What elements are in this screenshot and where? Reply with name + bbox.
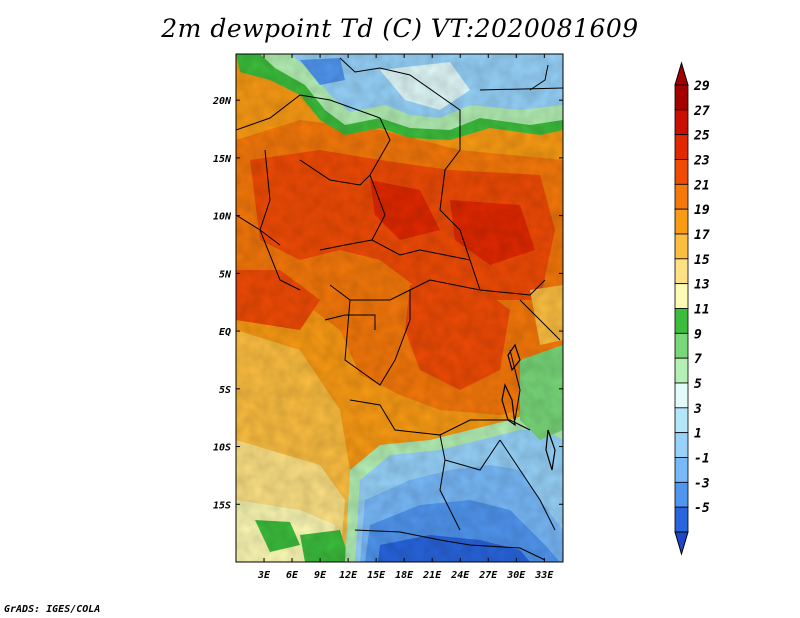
colorbar-swatch [674, 258, 689, 285]
lon-tick-label: 21E [422, 570, 442, 581]
lon-tick-label: 27E [478, 570, 498, 581]
border-8 [319, 239, 471, 261]
colorbar-swatch [674, 407, 689, 434]
colorbar-label: 23 [693, 154, 710, 169]
colorbar-swatch [674, 357, 689, 384]
colorbar-swatch [674, 332, 689, 359]
colorbar-swatch [674, 208, 689, 235]
colorbar-label: 13 [694, 278, 710, 293]
colorbar-label: 29 [693, 79, 710, 94]
border-4 [439, 149, 481, 291]
lat-tick-label: 5S [219, 385, 231, 396]
colorbar-swatch [674, 283, 689, 309]
colorbar-top-arrow [674, 61, 689, 86]
colorbar-label: 27 [693, 104, 710, 119]
border-15 [439, 459, 461, 531]
lon-tick-label: 9E [314, 570, 327, 581]
lat-tick-label: 10S [213, 443, 231, 454]
map-title: 2m dewpoint Td (C) VT:2020081609 [161, 14, 639, 43]
lake-tanganyika [501, 383, 516, 427]
border-2 [236, 94, 381, 131]
lat-tick-label: 15S [213, 500, 231, 511]
lat-tick-label: 10N [213, 212, 232, 223]
colorbar-label: 9 [694, 327, 702, 342]
country-borders [236, 57, 563, 561]
border-7 [236, 214, 301, 291]
colorbar-label: 25 [693, 129, 710, 144]
lake-victoria [507, 343, 521, 372]
colorbar-label: -1 [694, 452, 710, 467]
border-5 [299, 159, 371, 186]
lon-tick-label: 3E [257, 570, 271, 581]
colorbar-swatch [674, 183, 689, 210]
lat-tick-label: 20N [212, 96, 232, 107]
colorbar-swatch [674, 432, 689, 458]
lat-tick-label: 15N [213, 154, 232, 165]
border-1 [339, 57, 461, 150]
border-14 [354, 529, 546, 561]
grads-credit: GrADS: IGES/COLA [4, 604, 101, 615]
border-19 [529, 64, 549, 91]
colorbar-label: 11 [694, 303, 710, 318]
colorbar-label: -5 [694, 501, 710, 516]
colorbar-label: 5 [694, 377, 702, 392]
border-17 [519, 299, 561, 341]
colorbar-label: 21 [693, 178, 710, 193]
border-11 [324, 314, 376, 330]
colorbar-swatch [674, 481, 689, 508]
colorbar-swatch [674, 457, 689, 483]
border-18 [509, 349, 521, 421]
border-9 [329, 279, 546, 301]
colorbar-label: 15 [694, 253, 710, 268]
border-20 [479, 87, 563, 91]
colorbar-swatch [674, 233, 689, 260]
colorbar-label: -3 [694, 476, 710, 491]
colorbar-label: 1 [694, 427, 702, 442]
field-texture [236, 54, 563, 562]
colorbar-swatch [674, 134, 689, 160]
colorbar-swatch [674, 506, 689, 533]
lon-tick-label: 15E [367, 570, 386, 581]
colorbar-label: 19 [694, 203, 710, 218]
lon-tick-label: 30E [506, 570, 526, 581]
lon-tick-label: 6E [286, 570, 299, 581]
lon-tick-label: 24E [450, 570, 470, 581]
border-6 [259, 149, 281, 246]
colorbar: 29 27 25 23 21 19 17 15 13 11 9 7 5 3 1 -1 -3 -5 [674, 61, 710, 556]
colorbar-label: 7 [694, 352, 702, 367]
map-frame [235, 53, 564, 563]
lat-tick-label: 5N [219, 269, 232, 280]
colorbar-swatch [674, 382, 689, 409]
colorbar-label: 3 [693, 402, 702, 417]
lake-malawi [545, 429, 556, 471]
lon-tick-label: 33E [534, 570, 554, 581]
colorbar-swatch [674, 84, 689, 111]
colorbar-label: 17 [694, 228, 710, 243]
colorbar-bottom-arrow [674, 531, 689, 556]
lon-tick-label: 18E [395, 570, 414, 581]
map-axes: 20N 15N 10N 5N EQ 5S 10S 15S 3E 6E 9E 12E 15E 18E 21E 2… [212, 54, 563, 581]
border-13 [439, 419, 531, 436]
colorbar-swatch [674, 109, 689, 136]
colorbar-swatch [674, 308, 689, 334]
dewpoint-field [236, 54, 563, 562]
border-16 [499, 439, 556, 531]
border-10 [344, 290, 411, 386]
colorbar-swatch [674, 159, 689, 185]
lat-tick-label: EQ [219, 327, 231, 338]
lake-outlines [501, 343, 556, 471]
lon-tick-label: 12E [339, 570, 358, 581]
